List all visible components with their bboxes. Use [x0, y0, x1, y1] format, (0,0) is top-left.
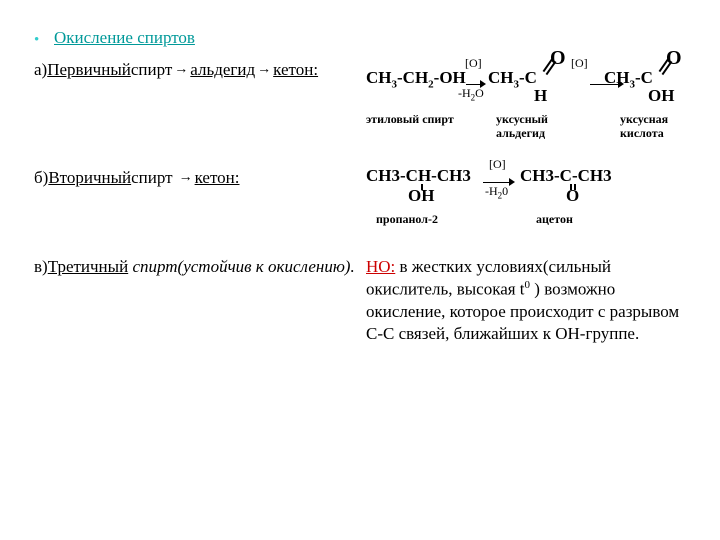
arrow-icon: →	[172, 62, 190, 78]
c-tail: спирт(устойчив к окислению).	[128, 257, 355, 276]
lbl-prop: пропанол-2	[376, 212, 438, 227]
row-c-right: НО: в жестких условиях(сильный окислител…	[366, 256, 686, 345]
cond-top: [O]	[489, 157, 506, 172]
arrow-icon: →	[173, 170, 195, 186]
acetaldehyde: CH3-C	[488, 68, 537, 90]
a-primary: Первичный	[47, 60, 131, 80]
b-prefix: б)	[34, 168, 48, 188]
acetone: CH3-C-CH3	[520, 166, 612, 186]
c-tertiary: Третичный	[48, 257, 128, 276]
txt: CH	[604, 68, 630, 87]
formula-primary: CH3-CH2-OH [O] -H2O CH3-C O H [O]	[366, 54, 686, 130]
ald-H: H	[534, 86, 547, 106]
title-row: • Окисление спиртов	[34, 28, 686, 48]
prop-OH: OH	[408, 186, 434, 206]
b-secondary: Вторичный	[48, 168, 131, 188]
propanol: CH3-CH-CH3	[366, 166, 471, 186]
a-spirt: спирт	[131, 60, 172, 80]
c-prefix: в)	[34, 257, 48, 276]
a-aldehyde: альдегид	[190, 60, 255, 80]
txt: 0	[502, 184, 508, 198]
cond-top-2: [O]	[571, 56, 588, 71]
formula-secondary: CH3-CH-CH3 OH [O] -H20 CH3-C-CH3 O пропа…	[366, 162, 686, 222]
lbl-acid1: уксусная	[620, 112, 668, 127]
lbl-acid2: кислота	[620, 126, 664, 141]
row-b-right: CH3-CH-CH3 OH [O] -H20 CH3-C-CH3 O пропа…	[366, 162, 686, 222]
txt: -H	[458, 86, 471, 100]
lbl-ald2: альдегид	[496, 126, 545, 141]
txt: -C	[635, 68, 653, 87]
row-c: в)Третичный спирт(устойчив к окислению).…	[34, 256, 686, 345]
acid-O: O	[666, 47, 682, 70]
note-no: НО:	[366, 257, 395, 276]
txt: -H	[485, 184, 498, 198]
lbl-acet: ацетон	[536, 212, 573, 227]
a-prefix: а)	[34, 60, 47, 80]
definition-b: б) Вторичный спирт → кетон:	[34, 168, 366, 188]
definition-c: в)Третичный спирт(устойчив к окислению).	[34, 256, 366, 277]
acetic-acid: CH3-C	[604, 68, 653, 90]
b-spirt: спирт	[131, 168, 172, 188]
ethanol: CH3-CH2-OH	[366, 68, 466, 90]
definition-a: а) Первичный спирт → альдегид → кетон:	[34, 60, 366, 80]
cond-bot: -H20	[485, 184, 508, 200]
txt: -CH	[397, 68, 428, 87]
cond-bot-1: -H2O	[458, 86, 484, 102]
arrow-icon: →	[255, 62, 273, 78]
txt: CH	[366, 68, 392, 87]
cond-top-1: [O]	[465, 56, 482, 71]
slide: • Окисление спиртов а) Первичный спирт →…	[0, 0, 720, 540]
row-c-left: в)Третичный спирт(устойчив к окислению).	[34, 256, 366, 277]
note-paragraph: НО: в жестких условиях(сильный окислител…	[366, 256, 686, 345]
txt: -OH	[434, 68, 466, 87]
txt: O	[475, 86, 484, 100]
acid-OH: OH	[648, 86, 674, 106]
row-a-left: а) Первичный спирт → альдегид → кетон:	[34, 54, 366, 80]
bullet-icon: •	[34, 33, 54, 48]
txt: CH	[488, 68, 514, 87]
slide-title: Окисление спиртов	[54, 28, 195, 48]
b-ketone: кетон:	[195, 168, 240, 188]
a-ketone: кетон:	[273, 60, 318, 80]
row-b-left: б) Вторичный спирт → кетон:	[34, 162, 366, 188]
ald-O: O	[550, 47, 566, 70]
lbl-ethanol: этиловый спирт	[366, 112, 454, 127]
row-a-right: CH3-CH2-OH [O] -H2O CH3-C O H [O]	[366, 54, 686, 130]
row-b: б) Вторичный спирт → кетон: CH3-CH-CH3 O…	[34, 162, 686, 222]
lbl-ald1: уксусный	[496, 112, 548, 127]
acet-O: O	[566, 186, 579, 206]
row-a: а) Первичный спирт → альдегид → кетон: C…	[34, 54, 686, 130]
txt: -C	[519, 68, 537, 87]
